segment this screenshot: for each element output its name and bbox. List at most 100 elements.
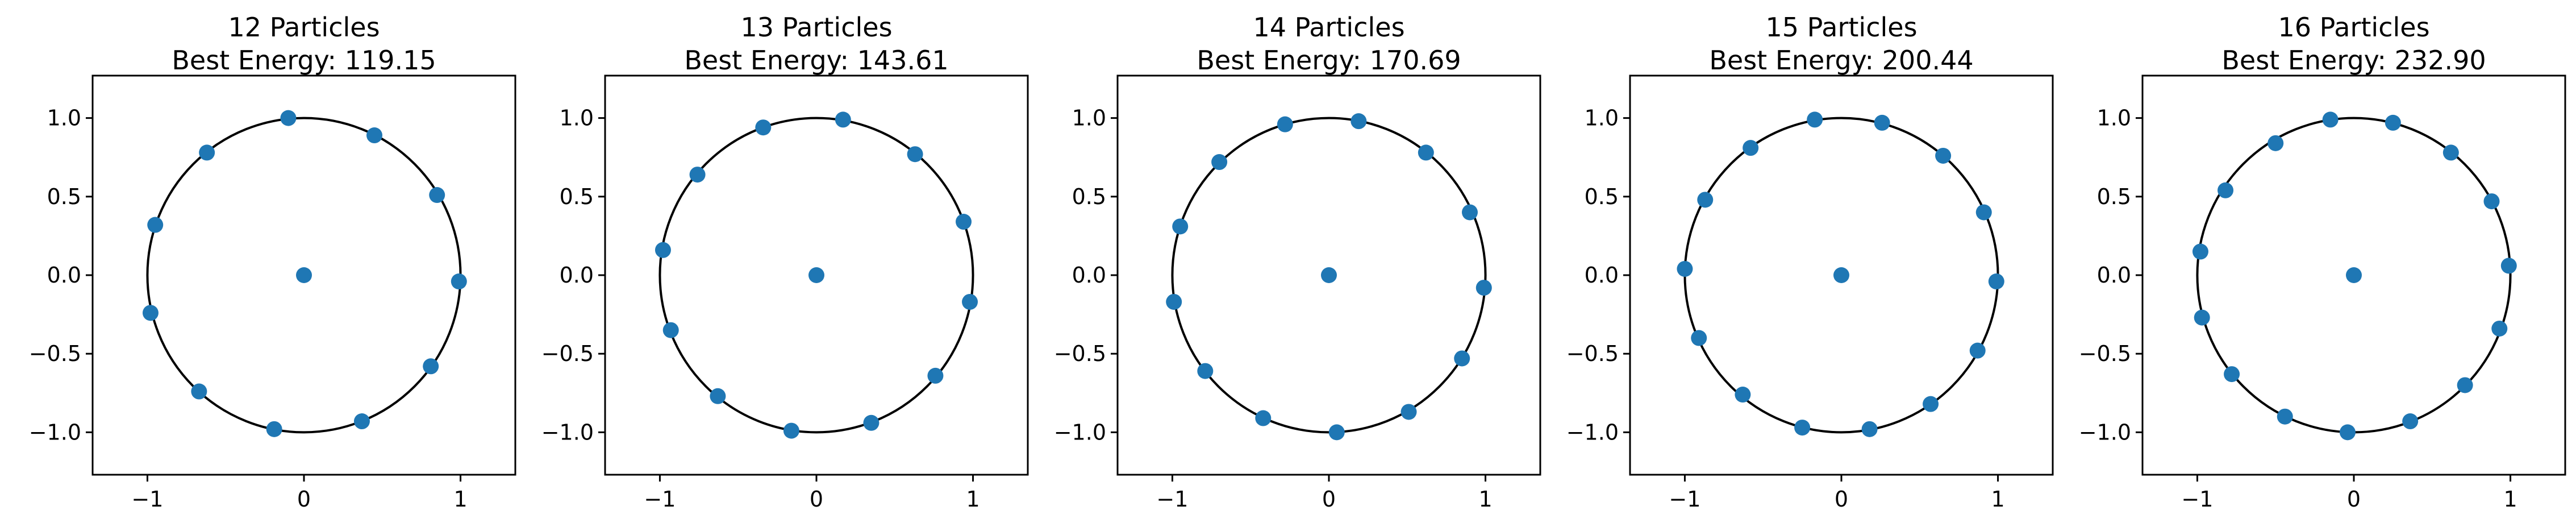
data-point (1462, 204, 1478, 221)
data-point (1475, 280, 1492, 296)
y-tick-label: 1.0 (2097, 106, 2131, 131)
data-point (1677, 260, 1693, 277)
subplot-title: 13 Particles (740, 12, 892, 43)
data-point (1794, 420, 1811, 436)
unit-circle (658, 117, 974, 434)
data-point (2322, 111, 2339, 128)
data-point (689, 167, 706, 183)
data-point (1350, 113, 1367, 130)
data-point (1861, 421, 1878, 437)
data-point (956, 214, 972, 230)
data-point (783, 422, 799, 439)
x-tick-label: −1 (1156, 487, 1188, 512)
data-point (296, 267, 312, 283)
subplot-subtitle: Best Energy: 119.15 (172, 45, 436, 76)
data-point (353, 413, 370, 430)
x-tick-label: −1 (644, 487, 676, 512)
data-point (755, 119, 772, 136)
y-tick-label: −0.5 (541, 341, 594, 366)
x-tick-label: −1 (1669, 487, 1700, 512)
y-tick-label: 0.5 (560, 184, 594, 209)
y-tick-label: −1.0 (2079, 420, 2131, 445)
subplot-title: 12 Particles (228, 12, 380, 43)
data-point (1833, 267, 1849, 283)
x-tick-label: −1 (2181, 487, 2213, 512)
x-tick-label: 1 (1991, 487, 2004, 512)
data-point (2491, 320, 2508, 337)
y-tick-label: 1.0 (47, 106, 81, 131)
data-point (655, 242, 671, 258)
y-tick-label: 0.5 (1072, 184, 1106, 209)
data-point (451, 273, 467, 290)
data-point (2442, 144, 2459, 161)
data-point (710, 388, 726, 404)
x-tick-label: 1 (2503, 487, 2517, 512)
data-point (1923, 396, 1939, 412)
data-point (280, 110, 297, 126)
data-point (1321, 267, 1337, 283)
subplot-subtitle: Best Energy: 143.61 (684, 45, 948, 76)
subplot-title: 16 Particles (2278, 12, 2429, 43)
data-point (1807, 111, 1823, 128)
data-point (2457, 377, 2473, 393)
data-point (2192, 243, 2208, 260)
x-tick-label: 0 (1835, 487, 1848, 512)
data-point (2267, 135, 2284, 151)
data-point (366, 127, 382, 144)
data-point (863, 414, 879, 431)
x-tick-label: 0 (2347, 487, 2361, 512)
y-tick-label: 0.0 (560, 263, 594, 288)
y-tick-label: −1.0 (29, 420, 81, 445)
data-point (907, 146, 923, 163)
y-tick-label: −1.0 (541, 420, 594, 445)
data-point (2385, 114, 2401, 131)
subplot-subtitle: Best Energy: 232.90 (2221, 45, 2486, 76)
y-tick-label: 1.0 (560, 106, 594, 131)
data-point (1211, 154, 1228, 171)
y-tick-label: 0.5 (1585, 184, 1619, 209)
data-point (423, 358, 439, 375)
data-point (2402, 413, 2419, 430)
y-tick-label: −1.0 (1054, 420, 1106, 445)
data-point (1735, 387, 1751, 403)
data-point (2346, 267, 2362, 283)
y-tick-label: 0.0 (1585, 263, 1619, 288)
data-point (199, 144, 215, 161)
subplot-title: 14 Particles (1253, 12, 1404, 43)
data-point (1172, 218, 1189, 235)
y-tick-label: −0.5 (2079, 341, 2131, 366)
data-point (429, 187, 445, 204)
data-point (2500, 258, 2517, 274)
y-tick-label: −0.5 (1566, 341, 1619, 366)
data-point (142, 305, 159, 321)
y-tick-label: 0.5 (47, 184, 81, 209)
data-point (835, 111, 851, 128)
data-point (808, 267, 824, 283)
data-point (2483, 193, 2500, 210)
x-tick-label: 1 (453, 487, 467, 512)
data-point (2277, 408, 2293, 425)
data-point (1328, 424, 1345, 441)
y-tick-label: 0.0 (2097, 263, 2131, 288)
subplot-title: 15 Particles (1765, 12, 1917, 43)
data-point (266, 421, 282, 437)
subplot-subtitle: Best Energy: 170.69 (1197, 45, 1461, 76)
y-tick-label: 1.0 (1585, 106, 1619, 131)
data-point (2339, 424, 2356, 441)
data-point (1691, 330, 1707, 346)
data-point (1935, 147, 1952, 164)
data-point (147, 217, 164, 233)
data-point (1197, 363, 1214, 379)
data-point (1988, 273, 2004, 290)
data-point (962, 293, 978, 310)
x-tick-label: 1 (966, 487, 979, 512)
x-tick-label: 0 (1322, 487, 1336, 512)
data-point (1166, 293, 1182, 310)
data-point (1969, 342, 1986, 359)
y-tick-label: 0.0 (47, 263, 81, 288)
